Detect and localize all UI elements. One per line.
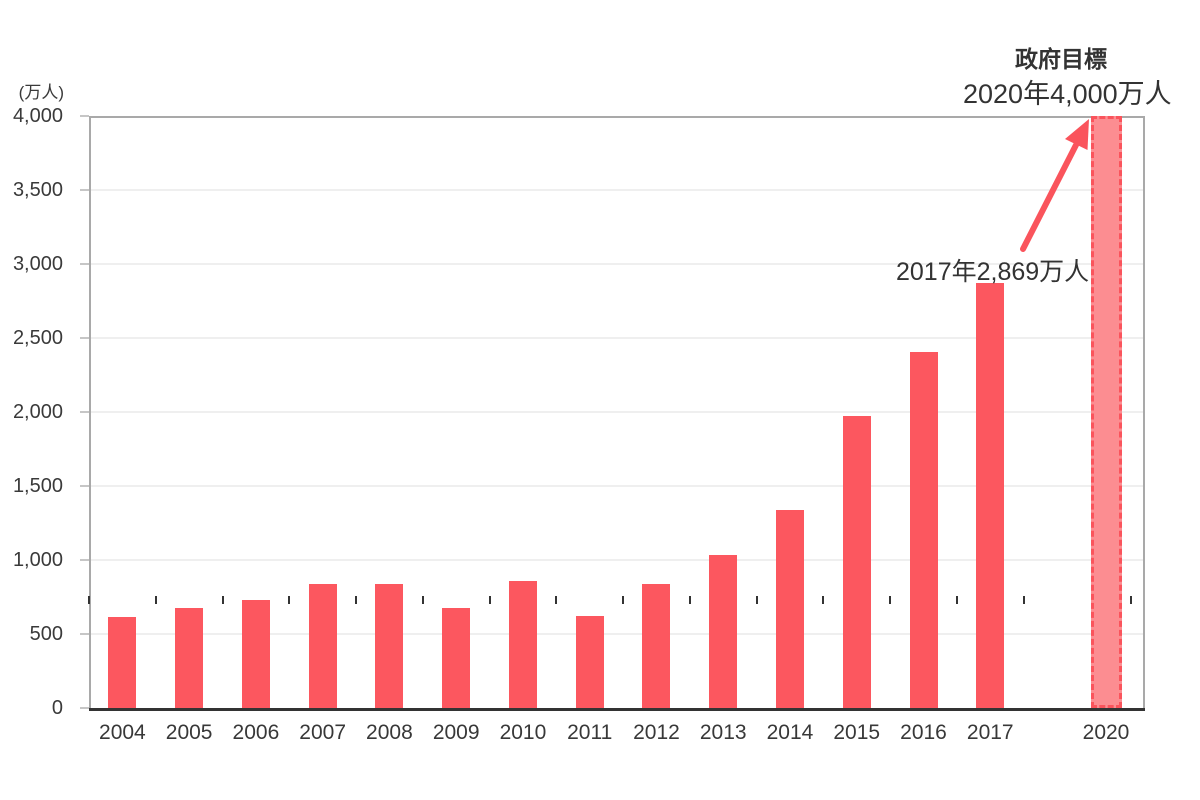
- y-axis-tick: [80, 559, 89, 561]
- bar-2007: [308, 584, 337, 708]
- y-axis-label: 0: [51, 697, 63, 719]
- plot-area: [89, 116, 1145, 711]
- y-grid-line: [91, 337, 1143, 339]
- bar-2012: [642, 584, 671, 708]
- y-axis-tick: [80, 411, 89, 413]
- y-axis-tick: [80, 189, 89, 191]
- y-axis-label: 2,500: [12, 327, 63, 349]
- x-axis-tick: [421, 596, 424, 604]
- x-axis-tick: [555, 596, 558, 604]
- goal-annotation: 政府目標 2020年4,000万人: [963, 46, 1172, 109]
- y-axis-label: 3,000: [12, 253, 63, 275]
- x-axis-line: [89, 708, 1145, 711]
- y-axis-tick: [80, 115, 89, 117]
- y-axis-label: 1,500: [12, 475, 63, 497]
- x-axis-label-2020: 2020: [1082, 721, 1130, 744]
- y-grid-line: [91, 485, 1143, 487]
- x-axis-tick: [822, 596, 825, 604]
- y-axis-unit-label: (万人): [18, 83, 64, 102]
- y-axis-tick: [80, 633, 89, 635]
- bar-2009: [442, 607, 471, 708]
- y-axis-label: 1,000: [12, 549, 63, 571]
- x-axis-tick: [221, 596, 224, 604]
- y-axis-label: 3,500: [12, 179, 63, 201]
- goal-annotation-value: 2020年4,000万人: [963, 79, 1172, 109]
- x-axis-label-2011: 2011: [567, 721, 613, 744]
- bar-2005: [175, 608, 204, 708]
- x-axis-label-2005: 2005: [165, 721, 213, 744]
- bar-2013: [709, 554, 738, 708]
- x-axis-label-2007: 2007: [299, 721, 347, 744]
- bar-2011: [575, 615, 604, 708]
- y-axis-label: 2,000: [12, 401, 63, 423]
- y-grid-line: [91, 189, 1143, 191]
- y-grid-line: [91, 411, 1143, 413]
- y-axis-label: 500: [29, 623, 63, 645]
- x-axis-label-2012: 2012: [633, 721, 680, 744]
- x-axis-tick: [688, 596, 691, 604]
- x-axis-label-2010: 2010: [499, 721, 547, 744]
- x-axis-tick: [622, 596, 625, 604]
- plot-frame-left: [89, 116, 91, 708]
- target-bar-2020: [1090, 116, 1122, 708]
- x-axis-label-2008: 2008: [366, 721, 413, 744]
- x-axis-label-2016: 2016: [900, 721, 947, 744]
- x-axis-label-2004: 2004: [99, 721, 146, 744]
- x-axis-tick: [154, 596, 157, 604]
- bar-2008: [375, 584, 404, 708]
- x-axis-tick: [1022, 596, 1025, 604]
- bar-2006: [241, 599, 270, 708]
- x-axis-tick: [88, 596, 90, 604]
- goal-annotation-title: 政府目標: [1015, 46, 1107, 72]
- x-axis-label-2013: 2013: [699, 721, 747, 744]
- x-axis-tick: [755, 596, 758, 604]
- plot-frame-top: [89, 116, 1145, 118]
- x-axis-label-2015: 2015: [833, 721, 881, 744]
- x-axis-label-2014: 2014: [766, 721, 814, 744]
- latest-value-annotation: 2017年2,869万人: [896, 258, 1090, 286]
- x-axis-tick: [355, 596, 358, 604]
- x-axis-tick: [488, 596, 491, 604]
- y-grid-line: [91, 559, 1143, 561]
- x-axis-label-2017: 2017: [966, 721, 1014, 744]
- bar-2010: [508, 580, 537, 708]
- bar-2004: [108, 617, 137, 708]
- y-axis-tick: [80, 337, 89, 339]
- x-axis-tick: [955, 596, 958, 604]
- y-axis-label: 4,000: [12, 105, 63, 127]
- bar-2015: [842, 415, 871, 708]
- bar-2017: [976, 283, 1005, 708]
- x-axis-label-2006: 2006: [232, 721, 280, 744]
- x-axis-tick: [1130, 596, 1132, 604]
- plot-frame-right: [1143, 116, 1145, 708]
- x-axis-tick: [889, 596, 892, 604]
- y-axis-tick: [80, 707, 89, 709]
- y-grid-line: [91, 263, 1143, 265]
- y-grid-line: [91, 633, 1143, 635]
- x-axis-tick: [288, 596, 291, 604]
- y-axis-tick: [80, 485, 89, 487]
- bar-2016: [909, 352, 938, 708]
- x-axis-label-2009: 2009: [432, 721, 480, 744]
- bar-2014: [775, 509, 804, 708]
- y-axis-tick: [80, 263, 89, 265]
